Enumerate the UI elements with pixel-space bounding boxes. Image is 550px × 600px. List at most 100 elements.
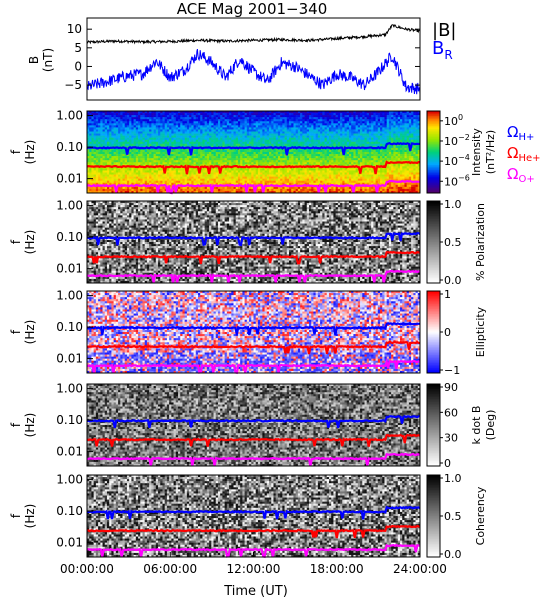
heatmap-cell [211, 115, 214, 117]
heatmap-cell [114, 113, 117, 115]
heatmap-cell [189, 189, 192, 191]
heatmap-cell [214, 132, 217, 134]
heatmap-cell [156, 173, 159, 175]
heatmap-cell [238, 134, 241, 136]
heatmap-cell [205, 187, 208, 189]
heatmap-cell [149, 175, 152, 177]
heatmap-cell [211, 144, 214, 146]
heatmap-cell [214, 179, 217, 181]
heatmap-cell [149, 138, 152, 140]
heatmap-cell [256, 113, 259, 115]
heatmap-cell [220, 152, 223, 154]
heatmap-cell [198, 140, 201, 142]
heatmap-cell [207, 136, 210, 138]
heatmap-cell [136, 154, 139, 156]
heatmap-cell [134, 125, 137, 127]
heatmap-cell [98, 154, 101, 156]
heatmap-cell [116, 119, 119, 121]
heatmap-cell [136, 127, 139, 129]
heatmap-cell [240, 160, 243, 162]
heatmap-cell [225, 168, 228, 170]
heatmap-cell [94, 119, 97, 121]
heatmap-cell [242, 144, 245, 146]
heatmap-cell [240, 179, 243, 181]
heatmap-cell [251, 115, 254, 117]
heatmap-cell [154, 136, 157, 138]
heatmap-cell [114, 134, 117, 136]
heatmap-cell [138, 132, 141, 134]
heatmap-cell [167, 140, 170, 142]
heatmap-cell [176, 134, 179, 136]
heatmap-cell [194, 142, 197, 144]
heatmap-cell [258, 136, 261, 138]
heatmap-cell [205, 123, 208, 125]
heatmap-cell [120, 160, 123, 162]
heatmap-cell [209, 129, 212, 131]
heatmap-cell [251, 181, 254, 183]
heatmap-cell [127, 115, 130, 117]
heatmap-cell [120, 177, 123, 179]
heatmap-cell [145, 121, 148, 123]
heatmap-cell [245, 162, 248, 164]
heatmap-cell [194, 144, 197, 146]
heatmap-cell [205, 189, 208, 191]
heatmap-cell [145, 136, 148, 138]
heatmap-cell [123, 170, 126, 172]
heatmap-cell [207, 144, 210, 146]
heatmap-cell [111, 158, 114, 160]
heatmap-cell [125, 132, 128, 134]
heatmap-cell [156, 177, 159, 179]
heatmap-cell [151, 177, 154, 179]
heatmap-cell [182, 119, 185, 121]
heatmap-cell [200, 123, 203, 125]
heatmap-cell [205, 170, 208, 172]
legend-omega-he: ΩHe+ [507, 144, 541, 164]
heatmap-cell [218, 179, 221, 181]
heatmap-cell [118, 177, 121, 179]
heatmap-cell [140, 181, 143, 183]
heatmap-cell [111, 162, 114, 164]
heatmap-cell [100, 152, 103, 154]
heatmap-cell [162, 158, 165, 160]
heatmap-cell [256, 175, 259, 177]
heatmap-cell [125, 173, 128, 175]
legend-omega-h: ΩH+ [507, 123, 534, 143]
heatmap-cell [94, 158, 97, 160]
heatmap-cell [129, 113, 132, 115]
heatmap-cell [242, 140, 245, 142]
heatmap-cell [254, 179, 257, 181]
heatmap-cell [229, 113, 232, 115]
heatmap-cell [118, 179, 121, 181]
heatmap-cell [143, 115, 146, 117]
heatmap-cell [238, 170, 241, 172]
heatmap-cell [251, 123, 254, 125]
heatmap-cell [189, 121, 192, 123]
heatmap-cell [143, 177, 146, 179]
heatmap-cell [143, 154, 146, 156]
heatmap-cell [249, 127, 252, 129]
heatmap-cell [174, 121, 177, 123]
heatmap-cell [247, 134, 250, 136]
heatmap-cell [149, 129, 152, 131]
heatmap-cell [147, 134, 150, 136]
heatmap-cell [160, 134, 163, 136]
heatmap-cell [174, 154, 177, 156]
heatmap-cell [220, 162, 223, 164]
heatmap-cell [238, 177, 241, 179]
heatmap-cell [245, 119, 248, 121]
heatmap-cell [194, 113, 197, 115]
heatmap-cell [145, 179, 148, 181]
heatmap-cell [145, 140, 148, 142]
field-ytick-label: 5 [74, 41, 82, 55]
heatmap-cell [156, 175, 159, 177]
heatmap-cell [249, 154, 252, 156]
heatmap-cell [209, 136, 212, 138]
heatmap-cell [171, 158, 174, 160]
heatmap-cell [98, 156, 101, 158]
heatmap-cell [136, 134, 139, 136]
heatmap-cell [194, 170, 197, 172]
legend-omega-he-sub: He+ [518, 153, 540, 164]
heatmap-cell [225, 119, 228, 121]
heatmap-cell [109, 127, 112, 129]
heatmap-cell [214, 117, 217, 119]
